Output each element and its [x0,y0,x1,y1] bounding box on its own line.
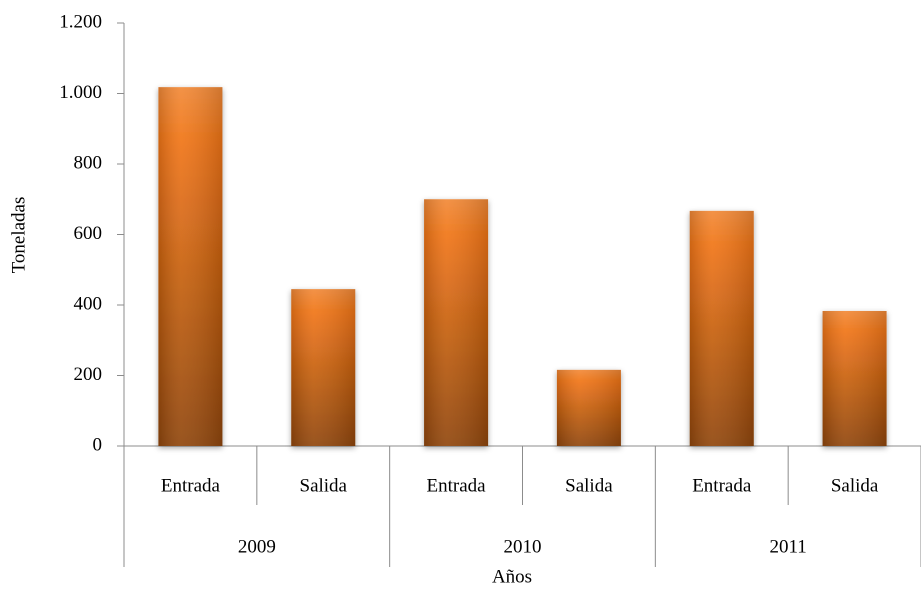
x-axis-title: Años [492,566,532,587]
y-tick-label: 200 [74,364,103,385]
bar-shade [158,87,223,446]
x-tick-label: Salida [831,475,879,496]
group-label: 2011 [770,536,807,557]
bar-shade [291,289,356,446]
x-tick-label: Entrada [692,475,752,496]
x-tick-label: Salida [565,475,613,496]
y-tick-label: 400 [74,293,103,314]
x-tick-label: Entrada [161,475,221,496]
bar-shade [689,210,754,446]
y-axis-title: Toneladas [8,197,29,274]
y-tick-label: 1.200 [59,11,102,32]
x-tick-label: Entrada [427,475,487,496]
x-tick-label: Salida [300,475,348,496]
y-tick-label: 0 [93,434,103,455]
y-tick-label: 600 [74,223,103,244]
group-label: 2009 [238,536,276,557]
bar-shade [556,369,621,446]
bar-shade [822,310,887,446]
bar-shade [424,199,489,446]
y-tick-label: 800 [74,152,103,173]
group-label: 2010 [504,536,542,557]
y-tick-label: 1.000 [59,82,102,103]
